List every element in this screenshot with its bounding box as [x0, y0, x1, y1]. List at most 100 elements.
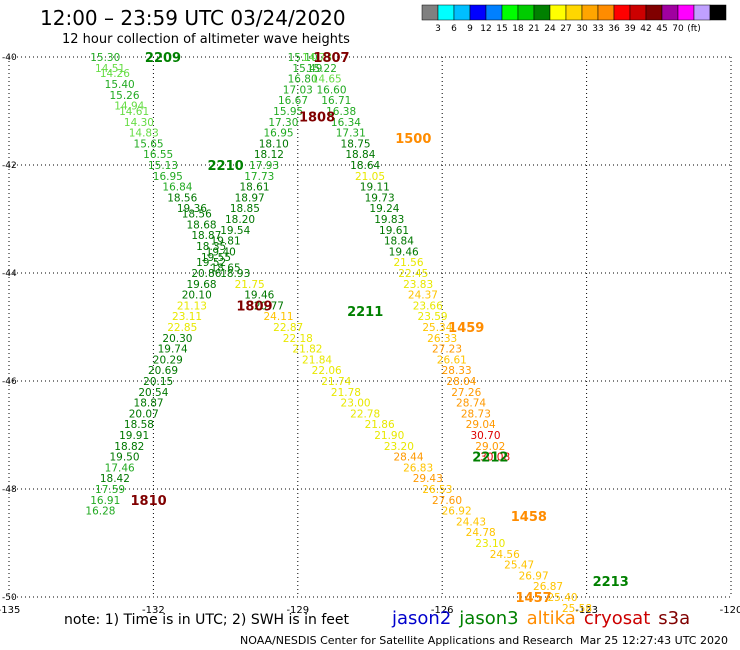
swh-point-jason3-24: 19.46 — [244, 290, 274, 302]
y-tick-label-2: -44 — [2, 269, 17, 279]
swh-point-jason3-45: 24.43 — [456, 516, 486, 528]
swh-point-jason3-39: 28.44 — [393, 452, 423, 464]
swh-point-s3a-32: 18.87 — [134, 398, 164, 410]
swh-point-s3a-3: 17.03 — [283, 84, 313, 96]
swh-point-jason3-0: 15.30 — [90, 52, 120, 64]
swh-point-jason3-35: 22.78 — [350, 408, 380, 420]
swh-point-jason3-18: 18.87 — [191, 230, 221, 242]
time-label-7: 1459 — [448, 321, 484, 336]
swh-point-s3a-19: 19.52 — [196, 257, 226, 269]
color-scale-label-13: 42 — [640, 24, 651, 34]
swh-point-jason3-38: 23.20 — [384, 441, 414, 453]
swh-point-jason3-29: 21.82 — [292, 344, 322, 356]
swh-point-jason3-43: 27.60 — [432, 495, 462, 507]
swh-point-altika-3: 16.60 — [316, 84, 346, 96]
swh-point-jason3-11: 15.13 — [148, 160, 178, 172]
swh-point-altika-15: 19.83 — [374, 214, 404, 226]
swh-point-altika-16: 19.61 — [379, 225, 409, 237]
swh-point-altika-11: 21.05 — [355, 171, 385, 183]
swh-point-s3a-6: 17.30 — [268, 117, 298, 129]
satellite-legend-cryosat: cryosat — [583, 608, 651, 629]
swh-point-s3a-8: 18.10 — [259, 138, 289, 150]
swh-point-altika-9: 18.84 — [345, 149, 375, 161]
swh-point-altika-28: 26.61 — [437, 354, 467, 366]
swh-point-s3a-21: 19.68 — [187, 279, 217, 291]
color-scale-label-1: 6 — [451, 24, 457, 34]
page-title: 12:00 – 23:59 UTC 03/24/2020 — [40, 6, 346, 30]
satellite-legend: jason2 jason3 altika cryosat s3a — [392, 608, 698, 629]
satellite-legend-jason3: jason3 — [459, 608, 519, 629]
time-labels: 2209 1807 1808 1500 2210 1809 2211 1459 2212 1810… — [130, 51, 628, 606]
swh-point-s3a-34: 18.58 — [124, 419, 154, 431]
swh-point-jason3-47: 23.10 — [475, 538, 505, 550]
swh-point-jason3-17: 18.68 — [187, 219, 217, 231]
swh-point-cryosat-1: 29.02 — [475, 441, 505, 453]
swh-point-jason3-21: 18.65 — [211, 263, 241, 275]
color-scale-label-5: 18 — [512, 24, 524, 34]
swh-point-s3a-36: 18.82 — [114, 441, 144, 453]
swh-point-s3a-16: 19.54 — [220, 225, 250, 237]
swh-point-s3a-14: 18.85 — [230, 203, 260, 215]
swh-point-jason3-49: 25.47 — [504, 560, 534, 572]
color-swatch-16 — [677, 4, 695, 21]
swh-point-altika-0: 14.73 — [302, 52, 332, 64]
swh-point-jason3-50: 26.97 — [519, 570, 549, 582]
color-scale-label-16: (ft) — [687, 24, 701, 34]
swh-point-altika-1: 15.22 — [307, 63, 337, 75]
axis-ticks: -135 -132 -129 -126 -123 -120 -40 -42 -44 -46 -48 -… — [0, 53, 740, 616]
swh-point-cryosat-0: 30.70 — [470, 430, 500, 442]
swh-point-jason3-7: 14.30 — [124, 117, 154, 129]
x-tick-label-1: -132 — [142, 605, 165, 616]
swh-point-altika-23: 23.66 — [413, 300, 443, 312]
swh-point-jason3-20: 19.55 — [201, 252, 231, 264]
y-tick-label-1: -42 — [2, 161, 17, 171]
swh-point-jason3-19: 18.35 — [196, 241, 226, 253]
swh-point-jason3-31: 22.06 — [312, 365, 342, 377]
y-tick-label-3: -46 — [2, 377, 17, 387]
color-scale-label-9: 30 — [576, 24, 588, 34]
swh-point-s3a-27: 19.74 — [158, 344, 188, 356]
swh-point-jason3-36: 21.86 — [365, 419, 395, 431]
swh-point-jason3-10: 16.55 — [143, 149, 173, 161]
swh-point-jason3-3: 15.40 — [105, 79, 135, 91]
time-label-1: 1807 — [313, 51, 349, 66]
swh-point-s3a-24: 23.11 — [172, 311, 202, 323]
swh-point-s3a-5: 15.95 — [273, 106, 303, 118]
x-tick-label-2: -129 — [286, 605, 309, 616]
swh-point-s3a-26: 20.30 — [162, 333, 192, 345]
color-scale-label-0: 3 — [435, 24, 441, 34]
swh-point-jason3-16: 18.56 — [182, 209, 212, 221]
swh-point-s3a-13: 18.97 — [235, 192, 265, 204]
swh-point-jason3-4: 15.26 — [109, 90, 139, 102]
time-label-11: 2213 — [593, 575, 629, 590]
color-swatch-11 — [597, 4, 615, 21]
swh-point-jason3-13: 16.84 — [162, 182, 192, 194]
color-swatch-0 — [421, 4, 439, 21]
swh-point-s3a-17: 19.81 — [211, 236, 241, 248]
swh-point-altika-22: 24.37 — [408, 290, 438, 302]
time-label-5: 1809 — [236, 299, 272, 314]
swh-point-s3a-35: 19.91 — [119, 430, 149, 442]
swh-point-jason3-22: 18.93 — [220, 268, 250, 280]
color-scale-label-6: 21 — [528, 24, 539, 34]
swh-point-cryosat-2: 30.08 — [480, 452, 510, 464]
swh-point-jason3-51: 26.87 — [533, 581, 563, 593]
time-label-0: 2209 — [145, 51, 181, 66]
swh-point-jason3-34: 23.00 — [341, 398, 371, 410]
x-tick-label-4: -123 — [575, 605, 598, 616]
footer-credit: NOAA/NESDIS Center for Satellite Applica… — [240, 634, 574, 647]
x-tick-label-3: -126 — [431, 605, 454, 616]
swh-point-altika-25: 25.34 — [422, 322, 452, 334]
color-swatch-1 — [437, 4, 455, 21]
swh-point-jason3-8: 14.83 — [129, 128, 159, 140]
color-scale-label-10: 33 — [592, 24, 603, 34]
color-swatch-7 — [533, 4, 551, 21]
swh-point-jason3-30: 21.84 — [302, 354, 332, 366]
swh-point-altika-19: 21.56 — [393, 257, 423, 269]
y-tick-label-5: -50 — [2, 593, 17, 603]
swh-point-s3a-25: 22.85 — [167, 322, 197, 334]
color-scale: 3 6 9 12 15 18 21 24 27 30 33 36 39 42 45 70 (ft) — [421, 4, 727, 34]
color-scale-label-12: 39 — [624, 24, 636, 34]
time-label-6: 2211 — [347, 305, 383, 320]
